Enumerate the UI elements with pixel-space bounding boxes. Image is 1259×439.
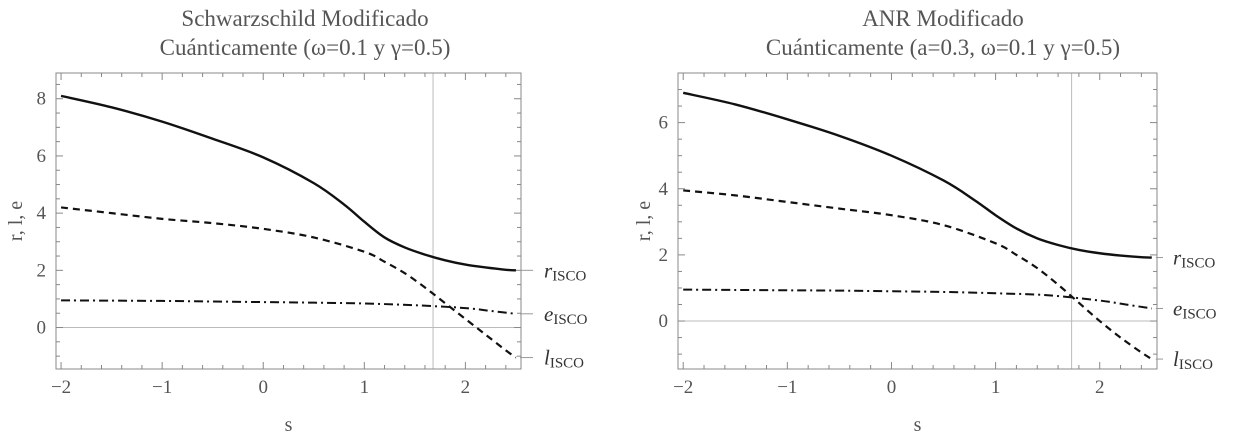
series-line-e-isco [61, 299, 517, 315]
y-tick-label: 4 [659, 179, 669, 200]
y-tick-label: 4 [37, 203, 47, 224]
series-line-r-isco [682, 91, 1152, 259]
legend-label-main: l [1173, 347, 1179, 371]
y-axis-label: r, l, e [633, 201, 655, 241]
legend-label-sub: ISCO [1179, 357, 1213, 373]
x-tick-label: 2 [461, 377, 471, 398]
series-line-r-isco [60, 94, 517, 272]
legend-label-sub: ISCO [1181, 256, 1215, 272]
y-tick-label: 6 [659, 113, 669, 134]
legend-label-e-isco: eISCO [1173, 296, 1217, 322]
x-tick-label: −2 [51, 377, 71, 398]
legend-label-r-isco: rISCO [1173, 246, 1216, 272]
legend-label-main: r [1173, 246, 1182, 270]
y-axis-label: r, l, e [5, 201, 27, 241]
legend-label-sub: ISCO [550, 356, 584, 372]
legend-label-sub: ISCO [1182, 306, 1216, 322]
legend-label-main: e [1173, 296, 1182, 320]
chart-title-line: Cuánticamente (a=0.3, ω=0.1 y γ=0.5) [766, 35, 1120, 60]
y-tick-label: 8 [37, 89, 47, 110]
legend-label-sub: ISCO [552, 268, 586, 284]
x-tick-label: 0 [887, 377, 897, 398]
y-tick-label: 2 [659, 245, 669, 266]
x-axis-label: s [285, 414, 293, 436]
series-line-e-isco [683, 288, 1152, 310]
legend-label-l-isco: lISCO [1173, 347, 1213, 373]
legend-label-l-isco: lISCO [544, 346, 584, 372]
legend-label-main: e [544, 302, 553, 326]
x-tick-label: 2 [1095, 377, 1105, 398]
y-tick-label: 0 [37, 318, 47, 339]
x-tick-label: −1 [152, 377, 172, 398]
legend-label-r-isco: rISCO [544, 258, 587, 284]
x-tick-label: 0 [258, 377, 268, 398]
legend-label-main: l [544, 346, 550, 370]
series-line-l-isco [683, 189, 1153, 361]
y-tick-label: 2 [37, 260, 47, 281]
plot-frame [677, 72, 1158, 370]
x-tick-label: −2 [673, 377, 693, 398]
series-line-l-isco [60, 206, 517, 359]
chart-title-line: ANR Modificado [862, 6, 1024, 31]
chart-panel-anr: ANR Modificado Cuánticamente (a=0.3, ω=0.… [630, 0, 1259, 439]
chart-svg-anr: ANR Modificado Cuánticamente (a=0.3, ω=0.… [633, 6, 1217, 436]
chart-panel-schwarzschild: Schwarzschild Modificado Cuánticamente (ω… [5, 6, 588, 436]
legend-label-main: r [544, 258, 553, 282]
chart-title-line: Cuánticamente (ω=0.1 y γ=0.5) [160, 35, 451, 60]
legend-label-e-isco: eISCO [544, 302, 588, 328]
chart-title-line: Schwarzschild Modificado [181, 6, 428, 31]
legend-label-sub: ISCO [553, 312, 587, 328]
y-tick-label: 6 [37, 146, 47, 167]
x-axis-label: s [914, 414, 922, 436]
y-tick-label: 0 [659, 311, 669, 332]
x-tick-label: 1 [991, 377, 1001, 398]
x-tick-label: −1 [777, 377, 797, 398]
x-tick-label: 1 [360, 377, 370, 398]
plot-frame [55, 72, 522, 370]
chart-svg-schwarzschild: Schwarzschild Modificado Cuánticamente (ω… [5, 6, 588, 436]
